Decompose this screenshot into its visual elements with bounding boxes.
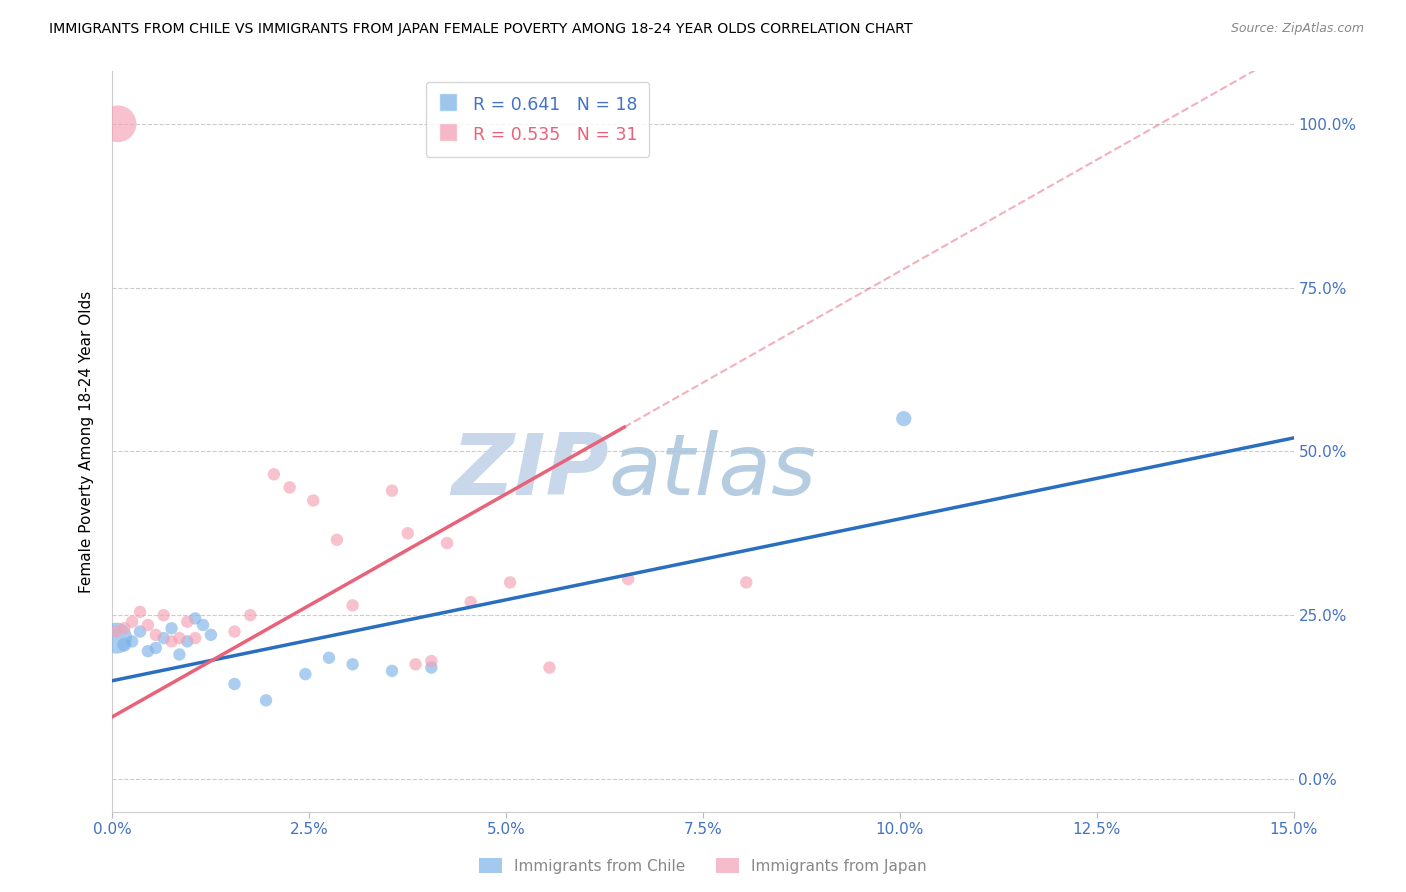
Point: [176, 634, 198, 648]
Point: [617, 572, 640, 586]
Point: [169, 631, 191, 645]
Point: [278, 480, 301, 494]
Point: [405, 657, 427, 672]
Point: [224, 677, 246, 691]
Point: [121, 615, 143, 629]
Text: ZIP: ZIP: [451, 430, 609, 513]
Point: [105, 624, 128, 639]
Legend: Immigrants from Chile, Immigrants from Japan: Immigrants from Chile, Immigrants from J…: [472, 852, 934, 880]
Point: [105, 631, 128, 645]
Point: [200, 628, 222, 642]
Point: [136, 618, 159, 632]
Point: [381, 483, 404, 498]
Point: [152, 631, 174, 645]
Point: [169, 648, 191, 662]
Point: [184, 611, 207, 625]
Point: [224, 624, 246, 639]
Point: [184, 631, 207, 645]
Point: [152, 608, 174, 623]
Text: atlas: atlas: [609, 430, 817, 513]
Point: [160, 634, 183, 648]
Point: [381, 664, 404, 678]
Point: [420, 654, 443, 668]
Point: [145, 628, 167, 642]
Point: [121, 634, 143, 648]
Point: [107, 117, 129, 131]
Point: [436, 536, 458, 550]
Point: [294, 667, 316, 681]
Point: [499, 575, 522, 590]
Point: [318, 650, 340, 665]
Point: [145, 640, 167, 655]
Point: [191, 618, 214, 632]
Point: [112, 638, 135, 652]
Point: [129, 605, 152, 619]
Point: [420, 660, 443, 674]
Text: Source: ZipAtlas.com: Source: ZipAtlas.com: [1230, 22, 1364, 36]
Point: [263, 467, 285, 482]
Legend: R = 0.641   N = 18, R = 0.535   N = 31: R = 0.641 N = 18, R = 0.535 N = 31: [426, 81, 650, 157]
Point: [342, 599, 364, 613]
Point: [136, 644, 159, 658]
Point: [176, 615, 198, 629]
Point: [112, 621, 135, 635]
Point: [342, 657, 364, 672]
Point: [239, 608, 262, 623]
Point: [326, 533, 349, 547]
Point: [302, 493, 325, 508]
Point: [538, 660, 561, 674]
Point: [893, 411, 915, 425]
Point: [735, 575, 758, 590]
Y-axis label: Female Poverty Among 18-24 Year Olds: Female Poverty Among 18-24 Year Olds: [79, 291, 94, 592]
Point: [129, 624, 152, 639]
Text: IMMIGRANTS FROM CHILE VS IMMIGRANTS FROM JAPAN FEMALE POVERTY AMONG 18-24 YEAR O: IMMIGRANTS FROM CHILE VS IMMIGRANTS FROM…: [49, 22, 912, 37]
Point: [396, 526, 419, 541]
Point: [160, 621, 183, 635]
Point: [460, 595, 482, 609]
Point: [254, 693, 277, 707]
